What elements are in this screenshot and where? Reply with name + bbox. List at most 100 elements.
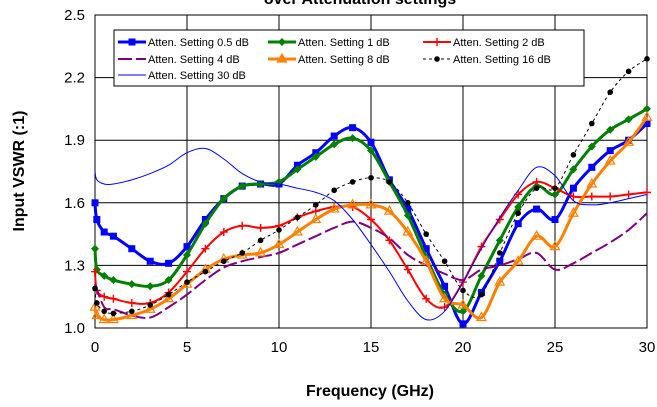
- marker-circle: [625, 68, 632, 75]
- series-line: [93, 116, 649, 322]
- legend-label: Atten. Setting 1 dB: [298, 37, 390, 49]
- marker-circle: [552, 185, 558, 191]
- marker-square: [441, 282, 449, 290]
- marker-square: [349, 124, 357, 132]
- marker-plus: [91, 267, 99, 276]
- marker-triangle: [107, 313, 119, 324]
- marker-square: [183, 243, 191, 251]
- marker-triangle: [512, 255, 524, 265]
- marker-diamond: [293, 165, 302, 174]
- x-tick-label: 5: [183, 339, 191, 356]
- marker-square: [312, 149, 320, 157]
- marker-circle: [101, 308, 107, 315]
- series-lines: [89, 56, 653, 328]
- marker-triangle: [291, 225, 303, 236]
- marker-diamond: [201, 219, 210, 228]
- marker-circle: [460, 287, 466, 294]
- marker-circle: [147, 302, 153, 308]
- marker-triangle: [623, 136, 635, 146]
- marker-diamond: [643, 104, 651, 113]
- marker-plus: [256, 223, 265, 232]
- marker-diamond: [403, 211, 412, 220]
- marker-triangle: [494, 275, 506, 286]
- marker-square: [146, 257, 154, 265]
- series-line: [94, 212, 648, 320]
- marker-circle: [92, 285, 98, 292]
- legend-entry-7: Atten. Setting 30 dB: [118, 70, 246, 82]
- marker-square: [459, 320, 467, 328]
- marker-triangle: [276, 52, 288, 63]
- marker-triangle: [89, 300, 101, 311]
- axis-ticks: 0 5 10 15 20 25 30 1.0 1.3 1.6 1.9 2.2 2.5: [64, 7, 655, 356]
- legend-label: Atten. Setting 4 dB: [148, 54, 240, 66]
- marker-diamond: [127, 280, 136, 289]
- marker-circle: [644, 56, 650, 62]
- marker-diamond: [109, 276, 118, 285]
- marker-plus: [433, 38, 441, 46]
- y-tick-label: 1.6: [64, 195, 85, 212]
- series-line: [94, 147, 648, 321]
- x-tick-label: 10: [271, 339, 288, 356]
- marker-circle: [434, 56, 440, 62]
- x-tick-label: 0: [91, 339, 99, 356]
- marker-circle: [331, 187, 338, 194]
- marker-triangle: [420, 255, 432, 265]
- series-7: [94, 147, 648, 321]
- legend-label: Atten. Setting 30 dB: [148, 70, 246, 82]
- marker-plus: [109, 294, 118, 303]
- marker-triangle: [586, 177, 598, 188]
- marker-plus: [569, 192, 578, 201]
- series-6: [92, 56, 650, 317]
- marker-circle: [589, 120, 595, 127]
- marker-triangle: [126, 309, 138, 320]
- marker-plus: [367, 215, 375, 224]
- marker-square: [201, 215, 209, 223]
- marker-square: [588, 163, 596, 171]
- marker-diamond: [238, 182, 247, 191]
- x-tick-label: 30: [639, 339, 656, 356]
- marker-diamond: [587, 142, 596, 151]
- marker-square: [551, 215, 559, 223]
- marker-diamond: [367, 146, 375, 155]
- marker-diamond: [551, 190, 559, 199]
- x-axis-label: Frequency (GHz): [306, 383, 434, 400]
- y-tick-label: 2.5: [64, 7, 85, 24]
- marker-triangle: [475, 311, 487, 322]
- marker-triangle: [144, 302, 156, 313]
- marker-circle: [405, 200, 411, 206]
- marker-square: [165, 259, 173, 267]
- marker-triangle: [402, 225, 414, 236]
- marker-circle: [94, 300, 100, 306]
- marker-diamond: [100, 271, 109, 280]
- marker-square: [93, 215, 101, 223]
- marker-plus: [219, 228, 228, 237]
- marker-square: [367, 138, 375, 146]
- marker-plus: [100, 292, 109, 301]
- marker-triangle: [91, 309, 103, 320]
- marker-circle: [533, 185, 540, 191]
- marker-plus: [643, 188, 651, 197]
- marker-diamond: [330, 140, 339, 149]
- legend-entry-5: Atten. Setting 8 dB: [268, 52, 390, 66]
- marker-plus: [532, 177, 541, 186]
- marker-circle: [165, 291, 172, 298]
- marker-circle: [570, 152, 577, 158]
- marker-plus: [422, 294, 431, 303]
- marker-circle: [202, 268, 209, 275]
- y-tick-label: 1.0: [64, 320, 85, 337]
- marker-plus: [238, 221, 247, 230]
- marker-triangle: [365, 198, 377, 209]
- marker-diamond: [569, 165, 578, 174]
- x-tick-label: 15: [363, 339, 380, 356]
- marker-circle: [257, 237, 264, 244]
- marker-circle: [184, 279, 190, 285]
- marker-square: [496, 257, 504, 265]
- marker-plus: [624, 190, 633, 199]
- marker-square: [100, 228, 108, 236]
- marker-plus: [587, 192, 596, 201]
- marker-circle: [313, 202, 319, 208]
- marker-square: [293, 161, 301, 169]
- marker-plus: [403, 265, 412, 274]
- marker-square: [533, 205, 541, 213]
